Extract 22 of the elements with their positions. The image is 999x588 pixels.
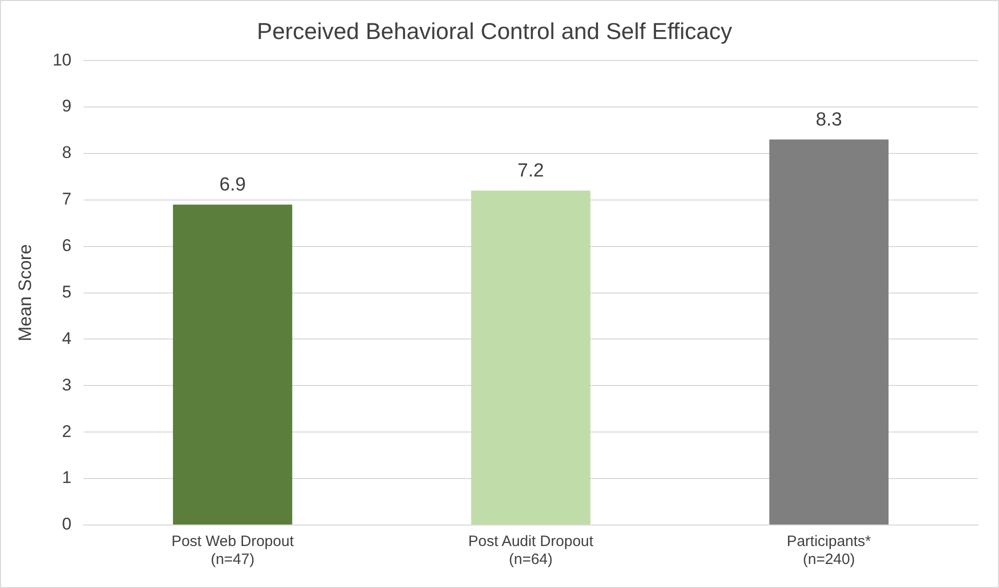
y-tick-label: 10 [52, 50, 72, 70]
y-tick-label: 8 [62, 143, 72, 162]
y-tick-label: 4 [62, 328, 72, 348]
data-label: 8.3 [816, 109, 842, 130]
bar [769, 140, 889, 524]
y-tick-label: 1 [62, 468, 72, 488]
y-tick-label: 3 [62, 375, 72, 394]
y-tick-label: 7 [62, 190, 72, 209]
y-tick-label: 5 [62, 282, 72, 302]
y-tick-label: 0 [62, 514, 72, 534]
x-tick-label: Participants* (n=240) [786, 533, 872, 568]
y-tick-label: 9 [62, 96, 72, 116]
chart-title: Perceived Behavioral Control and Self Efficacy [256, 18, 733, 44]
y-tick-label: 2 [62, 422, 72, 441]
data-label: 7.2 [518, 160, 544, 182]
bar [471, 190, 590, 524]
x-tick-label: Post Web Dropout (n=47) [171, 533, 295, 568]
data-label: 6.9 [219, 174, 246, 196]
y-tick-label: 6 [62, 236, 72, 256]
x-tick-label: Post Audit Dropout (n=64) [468, 533, 594, 568]
bar [172, 204, 292, 524]
y-axis-title: Mean Score [14, 244, 35, 342]
